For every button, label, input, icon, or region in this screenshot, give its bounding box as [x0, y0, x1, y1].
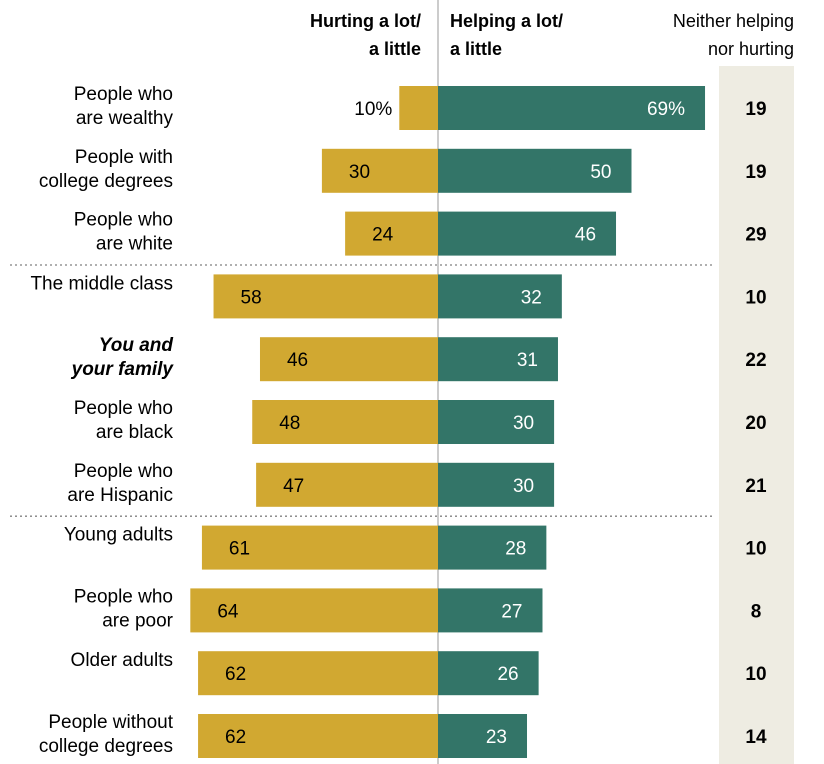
value-label-hurting: 58 [241, 287, 262, 308]
category-label-line-2: college degrees [39, 171, 173, 192]
bar-hurting [198, 651, 438, 696]
bar-helping [438, 337, 558, 382]
category-label-line-1: People without [48, 712, 173, 733]
category-label-line-2: are poor [102, 610, 173, 631]
category-label: Older adults [71, 650, 173, 671]
value-label-hurting: 64 [217, 601, 239, 622]
bar-hurting [345, 211, 438, 256]
bar-hurting [259, 337, 438, 382]
bar-helping [438, 462, 555, 507]
header-helping-line-2: a little [450, 39, 502, 59]
category-label-line-1: People who [74, 461, 173, 482]
value-label-hurting: 10% [354, 99, 392, 120]
category-label-line-2: your family [71, 359, 175, 380]
value-label-neither: 10 [745, 539, 766, 560]
value-label-helping: 69% [647, 99, 685, 120]
bar-hurting [201, 525, 438, 570]
value-label-hurting: 62 [225, 664, 246, 685]
bar-hurting [399, 86, 438, 130]
header-hurting-line-1: Hurting a lot/ [310, 11, 421, 31]
category-label-line-1: People who [74, 210, 173, 231]
bar-helping [438, 211, 617, 256]
category-label-line-2: are white [96, 234, 173, 255]
bar-helping [438, 274, 562, 319]
value-label-hurting: 62 [225, 727, 246, 748]
bar-helping [438, 525, 547, 570]
value-label-helping: 32 [521, 287, 542, 308]
bar-hurting [198, 714, 438, 758]
category-label-line-2: are wealthy [76, 108, 174, 129]
bar-hurting [190, 588, 438, 633]
category-label-line-2: are Hispanic [67, 485, 173, 506]
bar-helping [438, 86, 706, 130]
value-label-neither: 20 [745, 413, 766, 434]
value-label-hurting: 48 [279, 413, 300, 434]
value-label-helping: 26 [497, 664, 518, 685]
bar-helping [438, 714, 528, 758]
value-label-helping: 27 [501, 601, 522, 622]
value-label-neither: 14 [745, 727, 767, 748]
header-neither-line-1: Neither helping [673, 11, 794, 31]
value-label-neither: 19 [745, 162, 766, 183]
value-label-helping: 28 [505, 539, 526, 560]
value-label-helping: 46 [575, 225, 596, 246]
value-label-neither: 19 [745, 99, 766, 120]
category-label-line-1: You and [99, 335, 174, 356]
value-label-hurting: 46 [287, 350, 308, 371]
category-label: Young adults [64, 525, 173, 546]
bar-hurting [213, 274, 438, 319]
value-label-neither: 10 [745, 664, 766, 685]
value-label-hurting: 47 [283, 476, 304, 497]
value-label-neither: 8 [751, 601, 762, 622]
neither-column-background [719, 66, 794, 764]
value-label-hurting: 30 [349, 162, 370, 183]
header-hurting-line-2: a little [369, 39, 421, 59]
value-label-helping: 50 [590, 162, 611, 183]
category-label-line-2: are black [96, 422, 174, 443]
value-label-helping: 30 [513, 413, 534, 434]
category-label-line-2: college degrees [39, 736, 173, 757]
value-label-helping: 30 [513, 476, 534, 497]
category-label-line-1: People with [75, 147, 173, 168]
bar-helping [438, 148, 632, 193]
bar-hurting [321, 148, 438, 193]
bar-helping [438, 651, 539, 696]
category-label-line-1: People who [74, 586, 173, 607]
header-helping-line-1: Helping a lot/ [450, 11, 563, 31]
value-label-hurting: 61 [229, 539, 250, 560]
value-label-neither: 22 [745, 350, 766, 371]
header-neither-line-2: nor hurting [708, 39, 794, 59]
category-label: The middle class [30, 273, 173, 294]
value-label-neither: 29 [745, 225, 766, 246]
category-label-line-1: People who [74, 398, 173, 419]
bar-hurting [256, 462, 438, 507]
value-label-neither: 21 [745, 476, 767, 497]
value-label-helping: 31 [517, 350, 538, 371]
category-label-line-1: People who [74, 84, 173, 105]
bar-hurting [252, 400, 438, 444]
value-label-hurting: 24 [372, 225, 394, 246]
value-label-helping: 23 [486, 727, 507, 748]
value-label-neither: 10 [745, 287, 766, 308]
bar-helping [438, 400, 555, 444]
bar-helping [438, 588, 543, 633]
